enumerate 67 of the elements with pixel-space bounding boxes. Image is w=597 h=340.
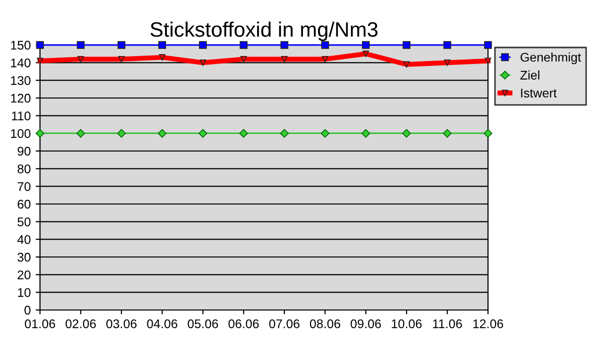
x-tick-label: 08.06 xyxy=(310,319,340,328)
legend-label: Ziel xyxy=(520,70,540,80)
point xyxy=(240,56,247,62)
point xyxy=(240,41,248,49)
x-tick-label: 04.06 xyxy=(147,319,178,328)
y-tick-label: 60 xyxy=(18,200,30,209)
y-tick-label: 50 xyxy=(18,217,30,226)
x-tick-label: 06.06 xyxy=(228,319,259,328)
x-tick-label: 01.06 xyxy=(24,319,56,328)
x-tick-label: 02.06 xyxy=(66,319,96,328)
point xyxy=(117,128,126,138)
chart-title: Stickstoffoxid in mg/Nm3 xyxy=(150,22,378,41)
point xyxy=(443,41,452,49)
point xyxy=(198,128,208,138)
y-tick-label: 140 xyxy=(11,58,30,68)
point xyxy=(484,128,492,138)
point xyxy=(320,128,330,138)
point xyxy=(402,41,410,49)
y-tick-label: 70 xyxy=(18,182,30,191)
point xyxy=(239,128,248,138)
legend-label: Genehmigt xyxy=(520,52,582,64)
point xyxy=(321,41,329,49)
point xyxy=(444,59,450,66)
y-tick-label: 110 xyxy=(12,111,30,120)
point xyxy=(76,128,86,138)
point xyxy=(158,41,166,49)
point xyxy=(361,128,370,138)
y-tick-label: 20 xyxy=(18,270,30,280)
point xyxy=(78,56,84,62)
point xyxy=(280,128,289,138)
point xyxy=(199,41,207,49)
y-tick-label: 0 xyxy=(24,306,30,315)
point xyxy=(362,41,370,49)
point xyxy=(484,58,492,64)
point xyxy=(280,41,288,49)
y-tick-label: 150 xyxy=(11,40,30,50)
x-tick-label: 10.06 xyxy=(392,319,422,328)
point xyxy=(158,128,167,138)
y-tick-label: 40 xyxy=(17,235,30,244)
point xyxy=(118,41,126,49)
point xyxy=(484,41,492,49)
y-tick-label: 10 xyxy=(18,288,30,297)
point xyxy=(36,128,44,138)
y-tick-label: 30 xyxy=(18,252,30,262)
point xyxy=(442,128,452,138)
y-tick-label: 80 xyxy=(18,164,30,174)
x-tick-label: 05.06 xyxy=(188,319,218,328)
point xyxy=(76,41,85,49)
y-tick-label: 130 xyxy=(11,76,30,85)
point xyxy=(158,54,166,61)
x-tick-label: 09.06 xyxy=(350,319,381,328)
x-tick-label: 11.06 xyxy=(433,319,462,328)
y-tick-label: 90 xyxy=(18,146,30,156)
x-tick-label: 07.06 xyxy=(269,319,300,328)
point xyxy=(200,59,206,66)
x-tick-label: 03.06 xyxy=(106,319,137,328)
point xyxy=(322,56,328,62)
x-tick-label: 12.06 xyxy=(473,319,504,328)
y-tick-label: 120 xyxy=(11,94,30,103)
legend-label: Istwert xyxy=(521,88,557,98)
point xyxy=(403,61,410,68)
point xyxy=(362,50,370,58)
point xyxy=(118,56,125,62)
line-series xyxy=(36,50,492,68)
point xyxy=(281,56,288,62)
y-tick-label: 100 xyxy=(11,129,30,138)
point xyxy=(402,128,411,138)
